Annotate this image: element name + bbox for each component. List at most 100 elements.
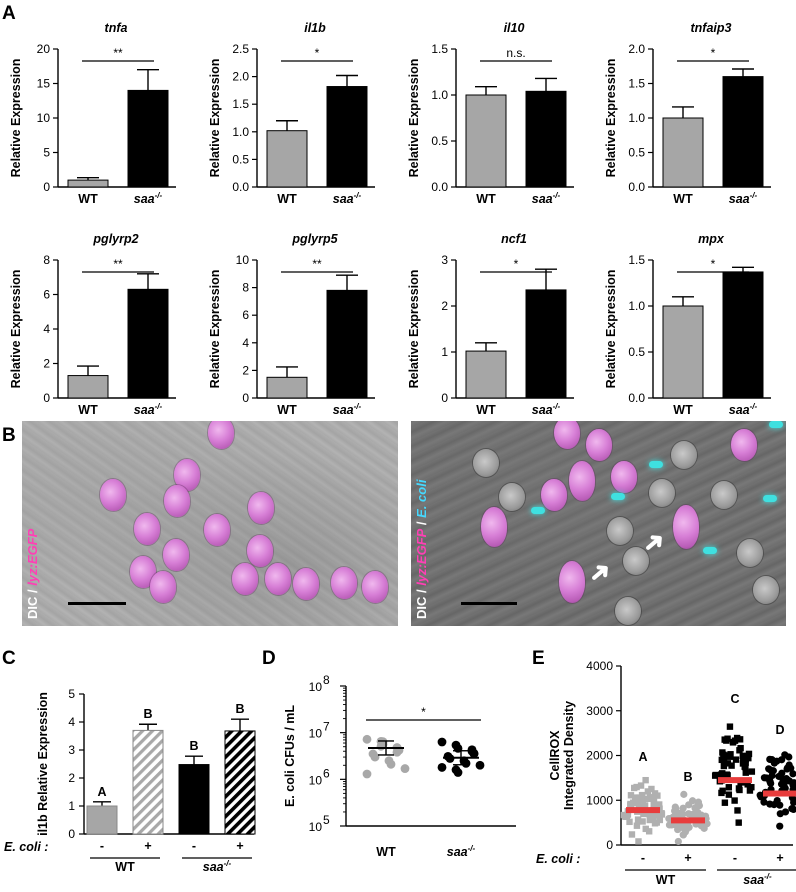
significance-label: ** — [113, 257, 123, 271]
macrophage-cell — [623, 547, 649, 575]
data-point — [756, 791, 764, 799]
data-point — [719, 770, 726, 777]
chart-title: ncf1 — [501, 232, 527, 246]
x-label-wt: WT — [376, 845, 396, 859]
x-label-saa: saa-/- — [134, 191, 163, 206]
neutrophil-cell — [559, 561, 585, 603]
data-point — [469, 748, 479, 758]
ecoli-sign: + — [144, 839, 151, 853]
chart-mpx: mpx 0.0 0.5 1.0 1.5 Relative Expression WT saa-… — [604, 232, 771, 417]
data-point — [788, 805, 796, 813]
data-point — [766, 766, 775, 774]
bar-wt — [67, 179, 109, 188]
data-point — [745, 750, 753, 758]
group-label-saa: saa-/- — [203, 859, 232, 874]
panel-label-d: D — [262, 648, 276, 669]
y-tick-label: 2 — [43, 357, 50, 371]
ecoli-sign: - — [100, 839, 104, 853]
y-axis-label-line2: Integrated Density — [562, 701, 576, 810]
y-tick-label: 3 — [441, 253, 448, 267]
chart-title: mpx — [698, 232, 725, 246]
data-point — [362, 734, 372, 744]
data-point — [679, 804, 687, 812]
ecoli-sign: + — [684, 851, 691, 865]
ecoli-sign: - — [733, 851, 737, 865]
x-label-wt: WT — [476, 403, 496, 417]
y-axis-label: Relative Expression — [407, 270, 421, 389]
data-point — [627, 800, 634, 808]
bar-wt — [662, 117, 704, 188]
ecoli-bacterium — [703, 547, 717, 554]
y-tick-label: 10 — [309, 680, 323, 694]
neutrophil-cell — [232, 563, 258, 595]
data-point — [725, 784, 733, 791]
significance-label: ** — [113, 46, 123, 60]
panel-label-e: E — [532, 648, 545, 669]
x-label-saa: saa-/- — [729, 191, 758, 206]
mean-bar — [763, 790, 796, 797]
y-tick-label: 4000 — [586, 659, 613, 673]
data-point — [739, 760, 747, 767]
y-tick-label: 10 — [309, 773, 323, 787]
data-point — [712, 771, 719, 779]
x-label-wt: WT — [476, 192, 496, 206]
y-tick-label: 1.0 — [232, 125, 249, 139]
data-point — [437, 737, 447, 747]
neutrophil-cell — [569, 461, 595, 501]
significance-label: ** — [312, 257, 322, 271]
macrophage-cell — [737, 539, 763, 567]
y-tick-label: 1.5 — [628, 77, 645, 91]
data-point — [731, 797, 738, 804]
ecoli-label: E. coli : — [536, 852, 580, 866]
y-axis-label: Relative Expression — [407, 59, 421, 178]
y-tick-label: 1000 — [586, 793, 613, 807]
bar-1 — [132, 729, 164, 835]
data-point — [720, 755, 728, 762]
data-point — [697, 822, 706, 830]
y-tick-label: 0.5 — [431, 134, 448, 148]
data-point — [718, 789, 725, 797]
y-tick-label: 8 — [43, 253, 50, 267]
mean-bar — [626, 807, 660, 814]
chart-pglyrp2: pglyrp2 0 2 4 6 8 Relative Expression WT saa-/- *… — [9, 232, 176, 417]
y-tick-label: 0.5 — [628, 146, 645, 160]
data-point — [637, 782, 645, 789]
data-point — [719, 749, 726, 756]
y-tick-label: 0 — [68, 827, 75, 841]
y-tick-label: 0.0 — [628, 391, 645, 405]
y-tick-label: 10 — [37, 111, 51, 125]
data-point — [785, 753, 793, 761]
bar-2 — [178, 764, 210, 835]
data-point — [674, 837, 682, 846]
neutrophil-cell — [134, 513, 160, 545]
data-point — [723, 737, 730, 744]
significance-label: n.s. — [506, 46, 525, 60]
chart-ncf1: ncf1 0 1 2 3 Relative Expression WT saa-/- * — [407, 232, 574, 417]
data-point — [748, 784, 755, 791]
y-axis-label: il1b Relative Expression — [36, 692, 50, 836]
y-tick-label: 6 — [242, 308, 249, 322]
data-point — [648, 812, 656, 819]
data-point — [734, 807, 741, 814]
neutrophil-cell — [204, 514, 230, 546]
x-label-saa: saa-/- — [333, 402, 362, 417]
bar-saa — [525, 289, 567, 399]
y-tick-label: 3000 — [586, 704, 613, 718]
macrophage-cell — [473, 449, 499, 477]
y-axis-label-line1: CellROX — [548, 730, 562, 781]
mean-bar — [718, 777, 752, 784]
chart-title: pglyrp5 — [291, 232, 338, 246]
panel-e-chart: 0 1000 2000 3000 4000 CellROX Integrated Densi… — [536, 659, 796, 887]
bar-saa — [722, 76, 764, 188]
neutrophil-cell — [362, 571, 388, 603]
y-tick-label: 10 — [309, 820, 323, 834]
group-letter: B — [683, 770, 692, 784]
y-tick-label: 4 — [43, 322, 50, 336]
data-point — [645, 810, 652, 818]
y-tick-label: 10 — [236, 253, 250, 267]
data-point — [720, 762, 728, 770]
data-point — [762, 774, 771, 782]
data-point — [655, 801, 663, 808]
y-tick-label: 0.5 — [232, 152, 249, 166]
data-point — [768, 771, 776, 780]
